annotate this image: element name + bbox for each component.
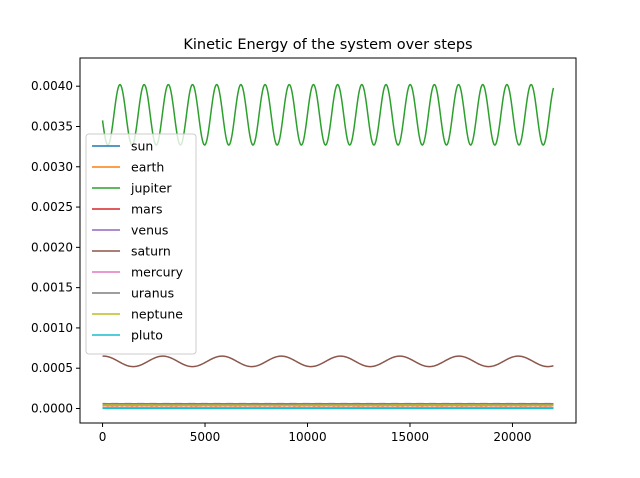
legend-label-mars: mars xyxy=(131,202,163,217)
x-tick-label: 15000 xyxy=(391,430,429,444)
legend: sun earth jupiter mars venus saturn mercury ura… xyxy=(85,133,197,355)
legend-box xyxy=(85,133,197,355)
y-tick-label: 0.0000 xyxy=(31,401,73,415)
legend-label-venus: venus xyxy=(131,223,168,238)
legend-label-sun: sun xyxy=(131,139,153,154)
legend-label-mercury: mercury xyxy=(131,265,184,280)
x-tick-label: 10000 xyxy=(288,430,326,444)
legend-label-uranus: uranus xyxy=(131,286,174,301)
legend-label-saturn: saturn xyxy=(131,244,171,259)
y-tick-label: 0.0040 xyxy=(31,79,73,93)
y-tick-label: 0.0025 xyxy=(31,200,73,214)
x-axis-ticks: 0 5000 10000 15000 20000 xyxy=(99,423,532,444)
y-tick-label: 0.0005 xyxy=(31,361,73,375)
y-axis-ticks: 0.0000 0.0005 0.0010 0.0015 0.0020 0.0025 0.00… xyxy=(31,79,80,415)
y-tick-label: 0.0015 xyxy=(31,281,73,295)
y-tick-label: 0.0030 xyxy=(31,160,73,174)
x-tick-label: 0 xyxy=(99,430,107,444)
y-tick-label: 0.0020 xyxy=(31,240,73,254)
x-tick-label: 20000 xyxy=(493,430,531,444)
legend-label-jupiter: jupiter xyxy=(130,181,172,196)
y-tick-label: 0.0035 xyxy=(31,119,73,133)
legend-label-earth: earth xyxy=(131,160,164,175)
legend-label-pluto: pluto xyxy=(131,328,163,343)
legend-label-neptune: neptune xyxy=(131,307,183,322)
x-tick-label: 5000 xyxy=(190,430,221,444)
plot-frame xyxy=(79,57,577,424)
y-tick-label: 0.0010 xyxy=(31,321,73,335)
chart-title: Kinetic Energy of the system over steps xyxy=(183,37,472,53)
series-line-saturn xyxy=(102,355,554,368)
